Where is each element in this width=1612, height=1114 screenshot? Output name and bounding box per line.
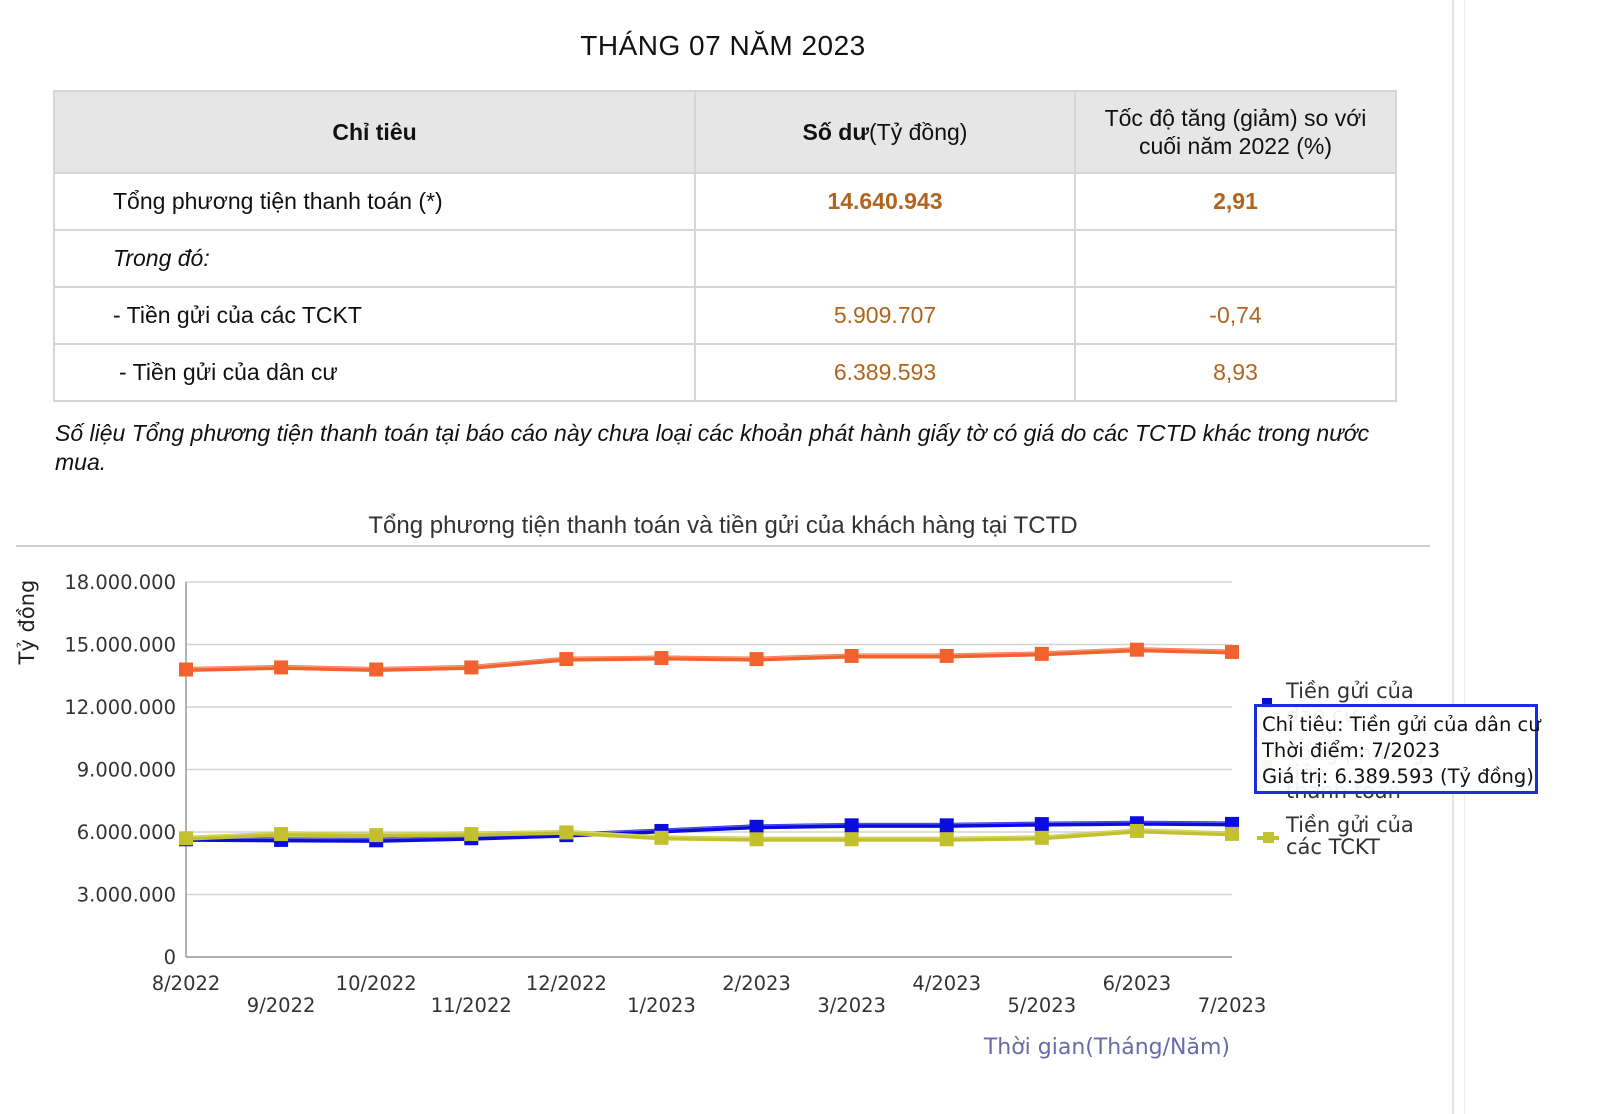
y-tick-label: 18.000.000 [64,571,176,594]
data-point [179,831,193,846]
data-point [369,662,384,677]
data-point [1034,830,1049,845]
series-line-1 [185,820,1233,843]
table-row: - Tiền gửi của dân cư 6.389.593 8,93 [53,343,1397,402]
header-balance: Số dư(Tỷ đồng) [694,90,1076,174]
row-label: - Tiền gửi của các TCKT [53,286,696,345]
y-tick-label: 3.000.000 [77,884,176,907]
table-row: Trong đó: [53,229,1397,288]
x-tick-label: 9/2022 [247,994,316,1017]
legend-marker [1263,832,1274,843]
y-tick-label: 9.000.000 [77,759,176,782]
data-point [939,832,954,847]
data-point [1129,823,1144,838]
data-point [939,818,954,833]
legend-label: Tiền gửi của [1285,813,1414,837]
tooltip-value: Giá trị: 6.389.593 (Tỷ đồng) [1262,765,1534,788]
series-highlight-0 [185,647,1233,669]
chart-title: Tổng phương tiện thanh toán và tiền gửi … [368,512,1078,539]
y-tick-label: 12.000.000 [64,696,176,719]
chart-tooltip: Chỉ tiêu: Tiền gửi của dân cư Thời điểm:… [1254,704,1541,794]
row-growth: 8,93 [1074,343,1397,402]
y-tick-label: 6.000.000 [77,821,176,844]
y-tick-label: 0 [164,946,176,969]
table-row: Tổng phương tiện thanh toán (*) 14.640.9… [53,172,1397,231]
row-balance [694,229,1076,288]
y-tick-label: 15.000.000 [64,634,176,657]
data-point [939,648,954,663]
data-point [1225,826,1239,841]
legend-marker [1262,698,1272,708]
tooltip-time: Thời điểm: 7/2023 [1262,739,1440,762]
data-point [1034,646,1049,661]
data-point [749,819,764,834]
data-point [844,832,859,847]
data-point [749,832,764,847]
line-chart: 0 3.000.000 6.000.000 9.000.000 12.000.000 15… [15,545,1430,1060]
legend-label: Tiền gửi của [1285,679,1414,703]
row-label: Tổng phương tiện thanh toán (*) [53,172,696,231]
table-header-row: Chỉ tiêu Số dư(Tỷ đồng) Tốc độ tăng (giả… [53,90,1397,174]
row-balance: 6.389.593 [694,343,1076,402]
summary-table: Chỉ tiêu Số dư(Tỷ đồng) Tốc độ tăng (giả… [53,90,1397,402]
x-tick-label: 4/2023 [912,972,981,995]
data-point [749,652,764,667]
x-tick-label: 3/2023 [817,994,886,1017]
data-point [654,651,669,666]
x-tick-label: 6/2023 [1103,972,1172,995]
data-point [559,825,574,840]
x-tick-label: 5/2023 [1008,994,1077,1017]
data-point [464,660,479,675]
x-tick-label: 2/2023 [722,972,791,995]
row-balance: 5.909.707 [694,286,1076,345]
data-point [1034,817,1049,832]
x-tick-label: 10/2022 [336,972,417,995]
row-growth [1074,229,1397,288]
legend-label: các TCKT [1286,835,1380,859]
data-point [274,827,289,842]
header-indicator: Chỉ tiêu [53,90,696,174]
footnote: Số liệu Tổng phương tiện thanh toán tại … [55,420,1370,475]
data-point [179,662,193,677]
tooltip-indicator: Chỉ tiêu: Tiền gửi của dân cư [1262,713,1541,736]
y-axis-title: Tỷ đồng [15,580,39,666]
row-label: Trong đó: [53,229,696,288]
page-divider-secondary [1464,0,1465,1114]
series-highlight-2 [185,828,1233,839]
series-line-2 [185,828,1233,842]
data-point [844,648,859,663]
data-point [559,652,574,667]
data-point [1225,644,1239,659]
row-growth: -0,74 [1074,286,1397,345]
row-balance: 14.640.943 [694,172,1076,231]
table-row: - Tiền gửi của các TCKT 5.909.707 -0,74 [53,286,1397,345]
series-line-0 [185,647,1233,672]
row-growth: 2,91 [1074,172,1397,231]
data-point [464,827,479,842]
data-point [1129,642,1144,657]
data-point [844,818,859,833]
x-tick-label: 7/2023 [1198,994,1267,1017]
data-point [274,660,289,675]
page-divider [1452,0,1454,1114]
x-tick-label: 8/2022 [152,972,221,995]
data-point [369,828,384,843]
x-tick-label: 11/2022 [431,994,512,1017]
row-label: - Tiền gửi của dân cư [53,343,696,402]
x-tick-label: 12/2022 [526,972,607,995]
report-title: THÁNG 07 NĂM 2023 [580,30,866,61]
series-highlight-1 [185,821,1233,840]
data-point [654,830,669,845]
header-growth: Tốc độ tăng (giảm) so với cuối năm 2022 (… [1074,90,1397,174]
x-tick-label: 1/2023 [627,994,696,1017]
x-axis-title: Thời gian(Tháng/Năm) [983,1035,1230,1060]
